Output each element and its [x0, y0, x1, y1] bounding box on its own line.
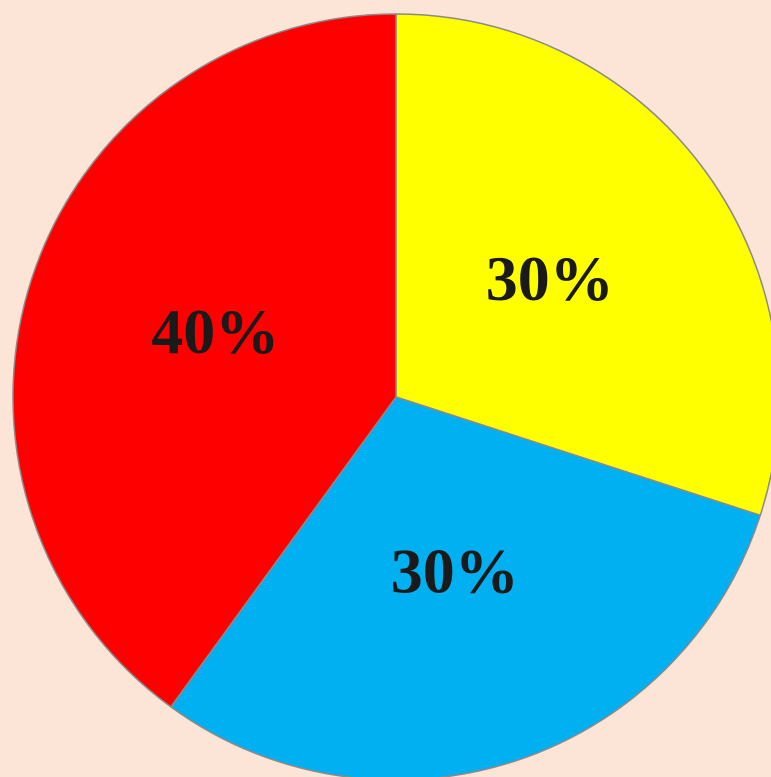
- data-label: 30%: [391, 535, 519, 606]
- pie-slice: [12, 13, 397, 708]
- data-label: 40%: [151, 296, 279, 367]
- pie-slice: [395, 13, 771, 517]
- data-label: 30%: [486, 243, 614, 314]
- pie-slice: [169, 396, 762, 777]
